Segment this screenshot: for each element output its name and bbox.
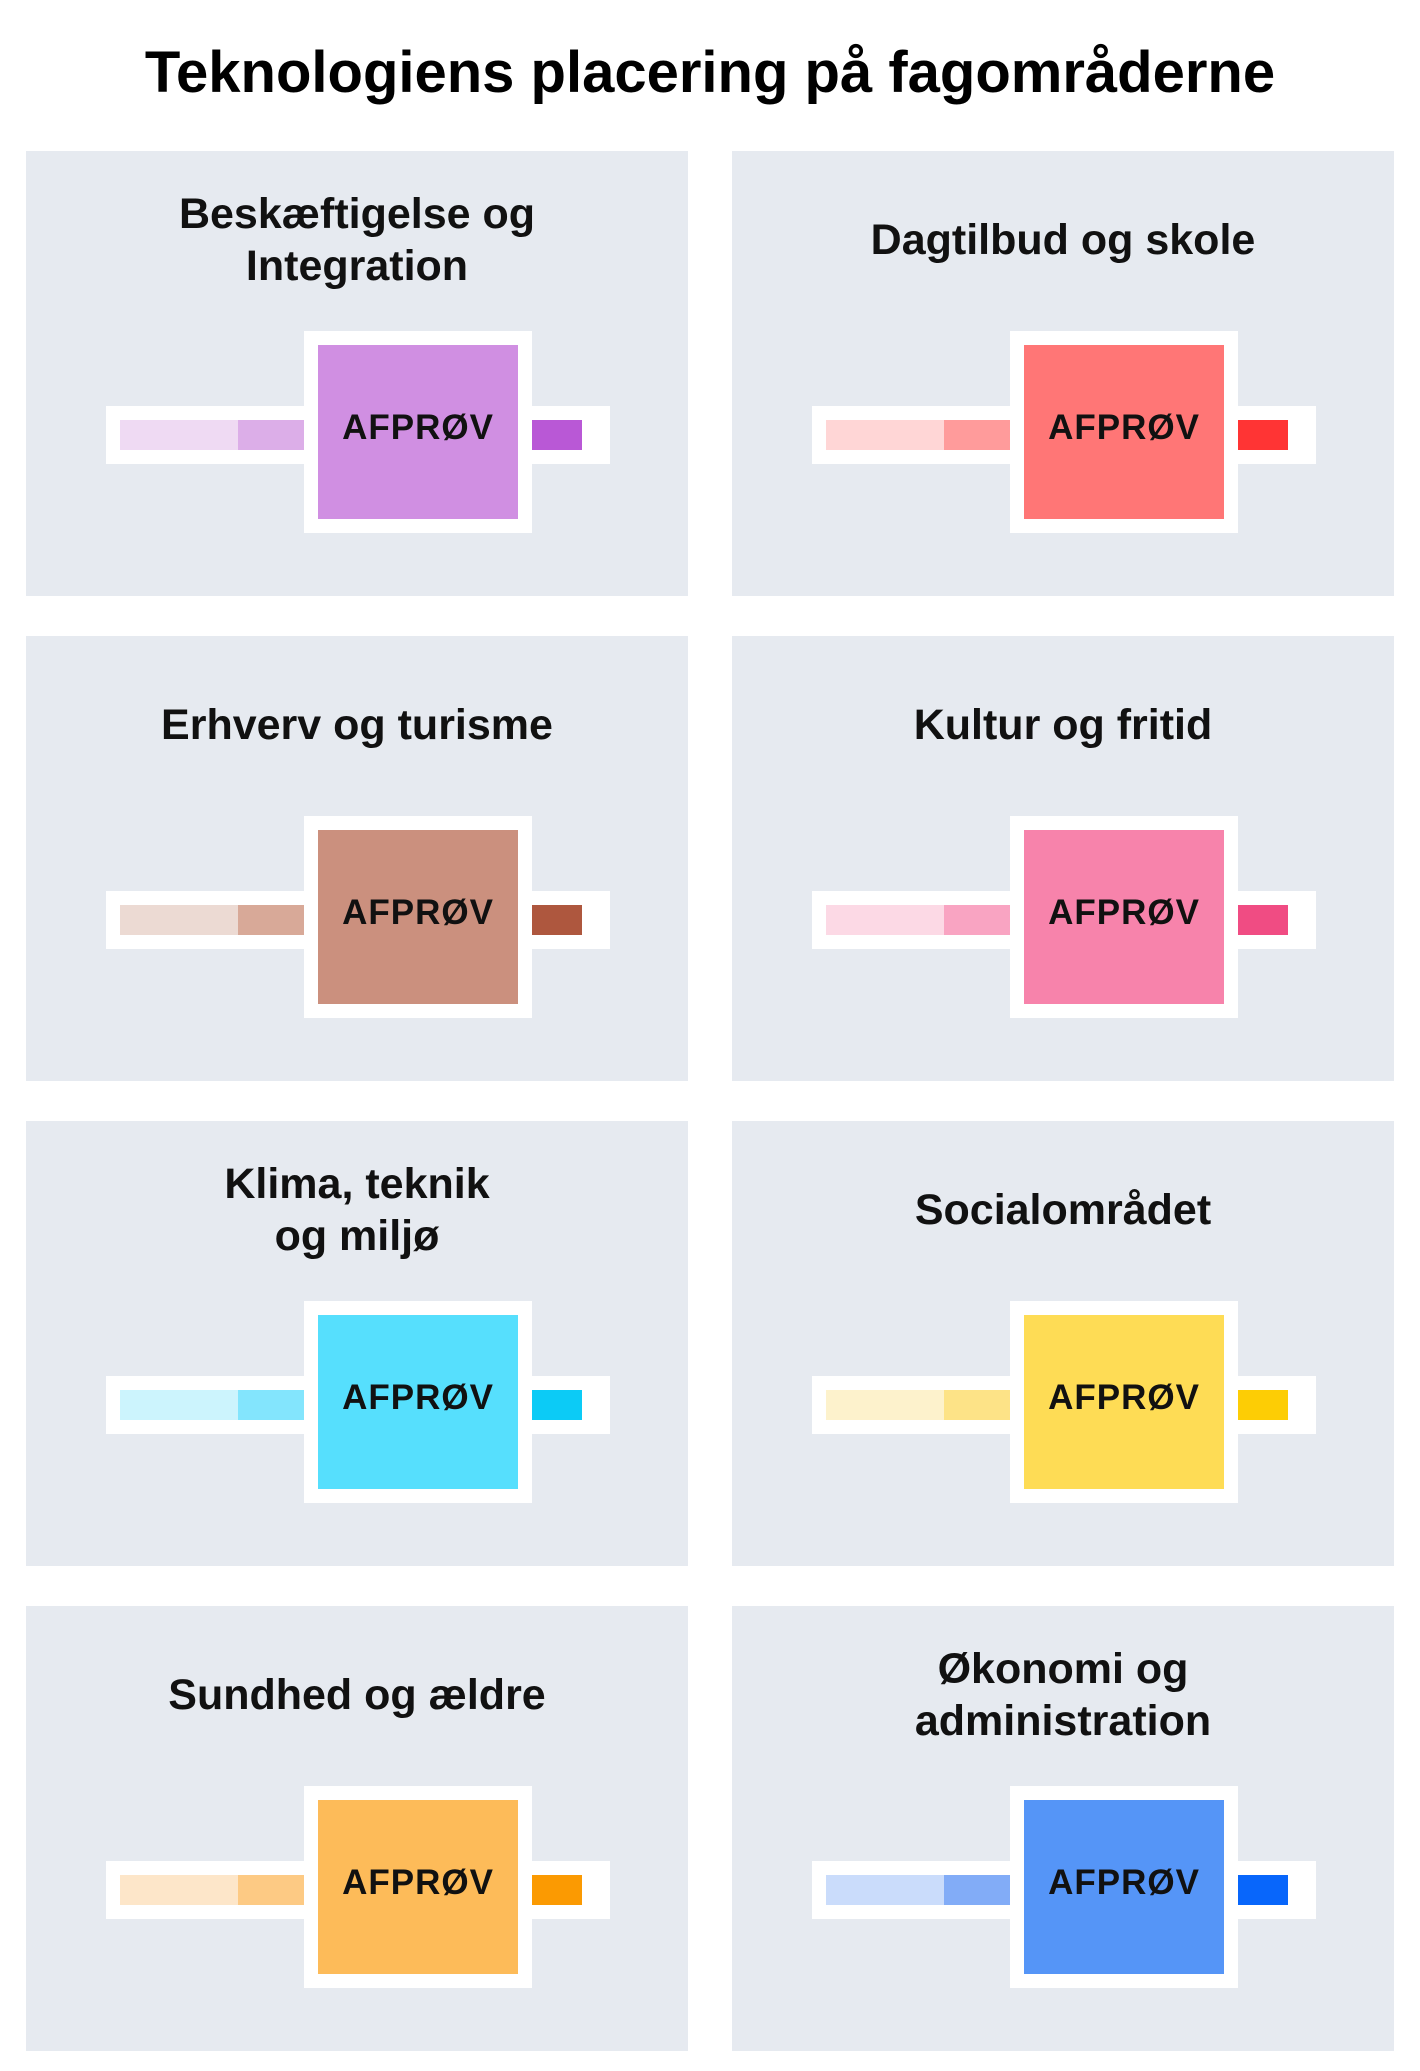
stage-box-frame: AFPRØV	[304, 1301, 532, 1503]
scale-segment-mid	[238, 1875, 306, 1905]
area-card-sundhed: Sundhed og ældre AFPRØV	[26, 1606, 688, 2051]
scale-track-left	[106, 1861, 306, 1919]
stage-box-frame: AFPRØV	[304, 331, 532, 533]
scale-track-right	[1226, 1376, 1316, 1434]
card-title: Beskæftigelse og Integration	[178, 190, 536, 290]
scale-segment-mid	[238, 905, 306, 935]
area-card-social: Socialområdet AFPRØV	[732, 1121, 1394, 1566]
stage-box: AFPRØV	[318, 345, 518, 519]
scale-track-left	[812, 406, 1012, 464]
stage-label: AFPRØV	[1048, 893, 1200, 932]
placement-scale: AFPRØV	[106, 1301, 610, 1503]
scale-track-right	[1226, 406, 1316, 464]
scale-track-right	[520, 406, 610, 464]
scale-segment-mid	[944, 1390, 1012, 1420]
stage-box: AFPRØV	[1024, 1315, 1224, 1489]
scale-track-right	[520, 1861, 610, 1919]
placement-scale: AFPRØV	[812, 1786, 1316, 1988]
scale-segment-light	[120, 1875, 238, 1905]
scale-track-left	[812, 1376, 1012, 1434]
card-title: Erhverv og turisme	[161, 701, 553, 749]
stage-box-frame: AFPRØV	[1010, 1301, 1238, 1503]
scale-segment-light	[120, 905, 238, 935]
stage-label: AFPRØV	[342, 1378, 494, 1417]
placement-scale: AFPRØV	[106, 1786, 610, 1988]
stage-box-frame: AFPRØV	[1010, 1786, 1238, 1988]
scale-segment-light	[826, 1390, 944, 1420]
scale-segment-mid	[944, 1875, 1012, 1905]
scale-track-left	[812, 891, 1012, 949]
stage-label: AFPRØV	[342, 408, 494, 447]
scale-track-left	[106, 891, 306, 949]
stage-label: AFPRØV	[1048, 408, 1200, 447]
area-card-dagtilbud: Dagtilbud og skole AFPRØV	[732, 151, 1394, 596]
placement-scale: AFPRØV	[106, 331, 610, 533]
scale-segment-light	[120, 420, 238, 450]
stage-label: AFPRØV	[1048, 1863, 1200, 1902]
scale-track-right	[1226, 1861, 1316, 1919]
scale-track-left	[106, 1376, 306, 1434]
stage-box: AFPRØV	[1024, 1800, 1224, 1974]
area-card-beskaeftigelse: Beskæftigelse og Integration AFPRØV	[26, 151, 688, 596]
page-title: Teknologiens placering på fagområderne	[144, 40, 1276, 105]
scale-segment-mid	[238, 1390, 306, 1420]
scale-track-left	[812, 1861, 1012, 1919]
area-grid: Beskæftigelse og Integration AFPRØV Dagt…	[26, 151, 1394, 2051]
stage-box: AFPRØV	[318, 1315, 518, 1489]
area-card-klima: Klima, teknik og miljø AFPRØV	[26, 1121, 688, 1566]
scale-track-right	[520, 891, 610, 949]
scale-segment-mid	[238, 420, 306, 450]
placement-scale: AFPRØV	[812, 1301, 1316, 1503]
area-card-oekonomi: Økonomi og administration AFPRØV	[732, 1606, 1394, 2051]
placement-scale: AFPRØV	[812, 816, 1316, 1018]
scale-segment-mid	[944, 905, 1012, 935]
stage-box: AFPRØV	[318, 1800, 518, 1974]
scale-track-left	[106, 406, 306, 464]
stage-label: AFPRØV	[342, 893, 494, 932]
scale-track-right	[1226, 891, 1316, 949]
placement-scale: AFPRØV	[812, 331, 1316, 533]
placement-scale: AFPRØV	[106, 816, 610, 1018]
card-title: Dagtilbud og skole	[870, 216, 1256, 264]
stage-label: AFPRØV	[342, 1863, 494, 1902]
stage-box: AFPRØV	[318, 830, 518, 1004]
card-title: Økonomi og administration	[914, 1645, 1212, 1745]
stage-box: AFPRØV	[1024, 830, 1224, 1004]
stage-box-frame: AFPRØV	[1010, 816, 1238, 1018]
card-title: Klima, teknik og miljø	[224, 1160, 490, 1260]
card-title: Sundhed og ældre	[168, 1671, 546, 1719]
stage-box-frame: AFPRØV	[304, 1786, 532, 1988]
scale-track-right	[520, 1376, 610, 1434]
area-card-erhverv: Erhverv og turisme AFPRØV	[26, 636, 688, 1081]
stage-box: AFPRØV	[1024, 345, 1224, 519]
stage-box-frame: AFPRØV	[304, 816, 532, 1018]
scale-segment-light	[826, 905, 944, 935]
card-title: Socialområdet	[914, 1186, 1212, 1234]
stage-box-frame: AFPRØV	[1010, 331, 1238, 533]
card-title: Kultur og fritid	[913, 701, 1213, 749]
scale-segment-mid	[944, 420, 1012, 450]
scale-segment-light	[826, 1875, 944, 1905]
scale-segment-light	[826, 420, 944, 450]
stage-label: AFPRØV	[1048, 1378, 1200, 1417]
scale-segment-light	[120, 1390, 238, 1420]
area-card-kultur: Kultur og fritid AFPRØV	[732, 636, 1394, 1081]
